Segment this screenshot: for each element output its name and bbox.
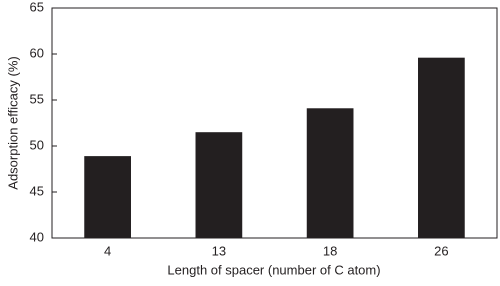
bar [195, 132, 243, 238]
y-tick-label: 50 [30, 137, 44, 152]
plot-frame [51, 7, 498, 239]
bar [306, 108, 354, 238]
y-tick-label: 55 [30, 91, 44, 106]
y-tick-label: 65 [30, 0, 44, 14]
x-tick-label: 18 [323, 243, 337, 258]
y-tick-label: 45 [30, 183, 44, 198]
bar [84, 156, 131, 238]
y-tick-label: 40 [30, 229, 44, 244]
y-axis-label: Adsorption efficacy (%) [5, 56, 20, 189]
x-tick-label: 13 [212, 243, 226, 258]
y-tick-label: 60 [30, 45, 44, 60]
bar [418, 57, 465, 239]
x-axis-label: Length of spacer (number of C atom) [167, 262, 380, 277]
x-tick-label: 26 [434, 243, 448, 258]
x-tick-label: 4 [104, 243, 111, 258]
